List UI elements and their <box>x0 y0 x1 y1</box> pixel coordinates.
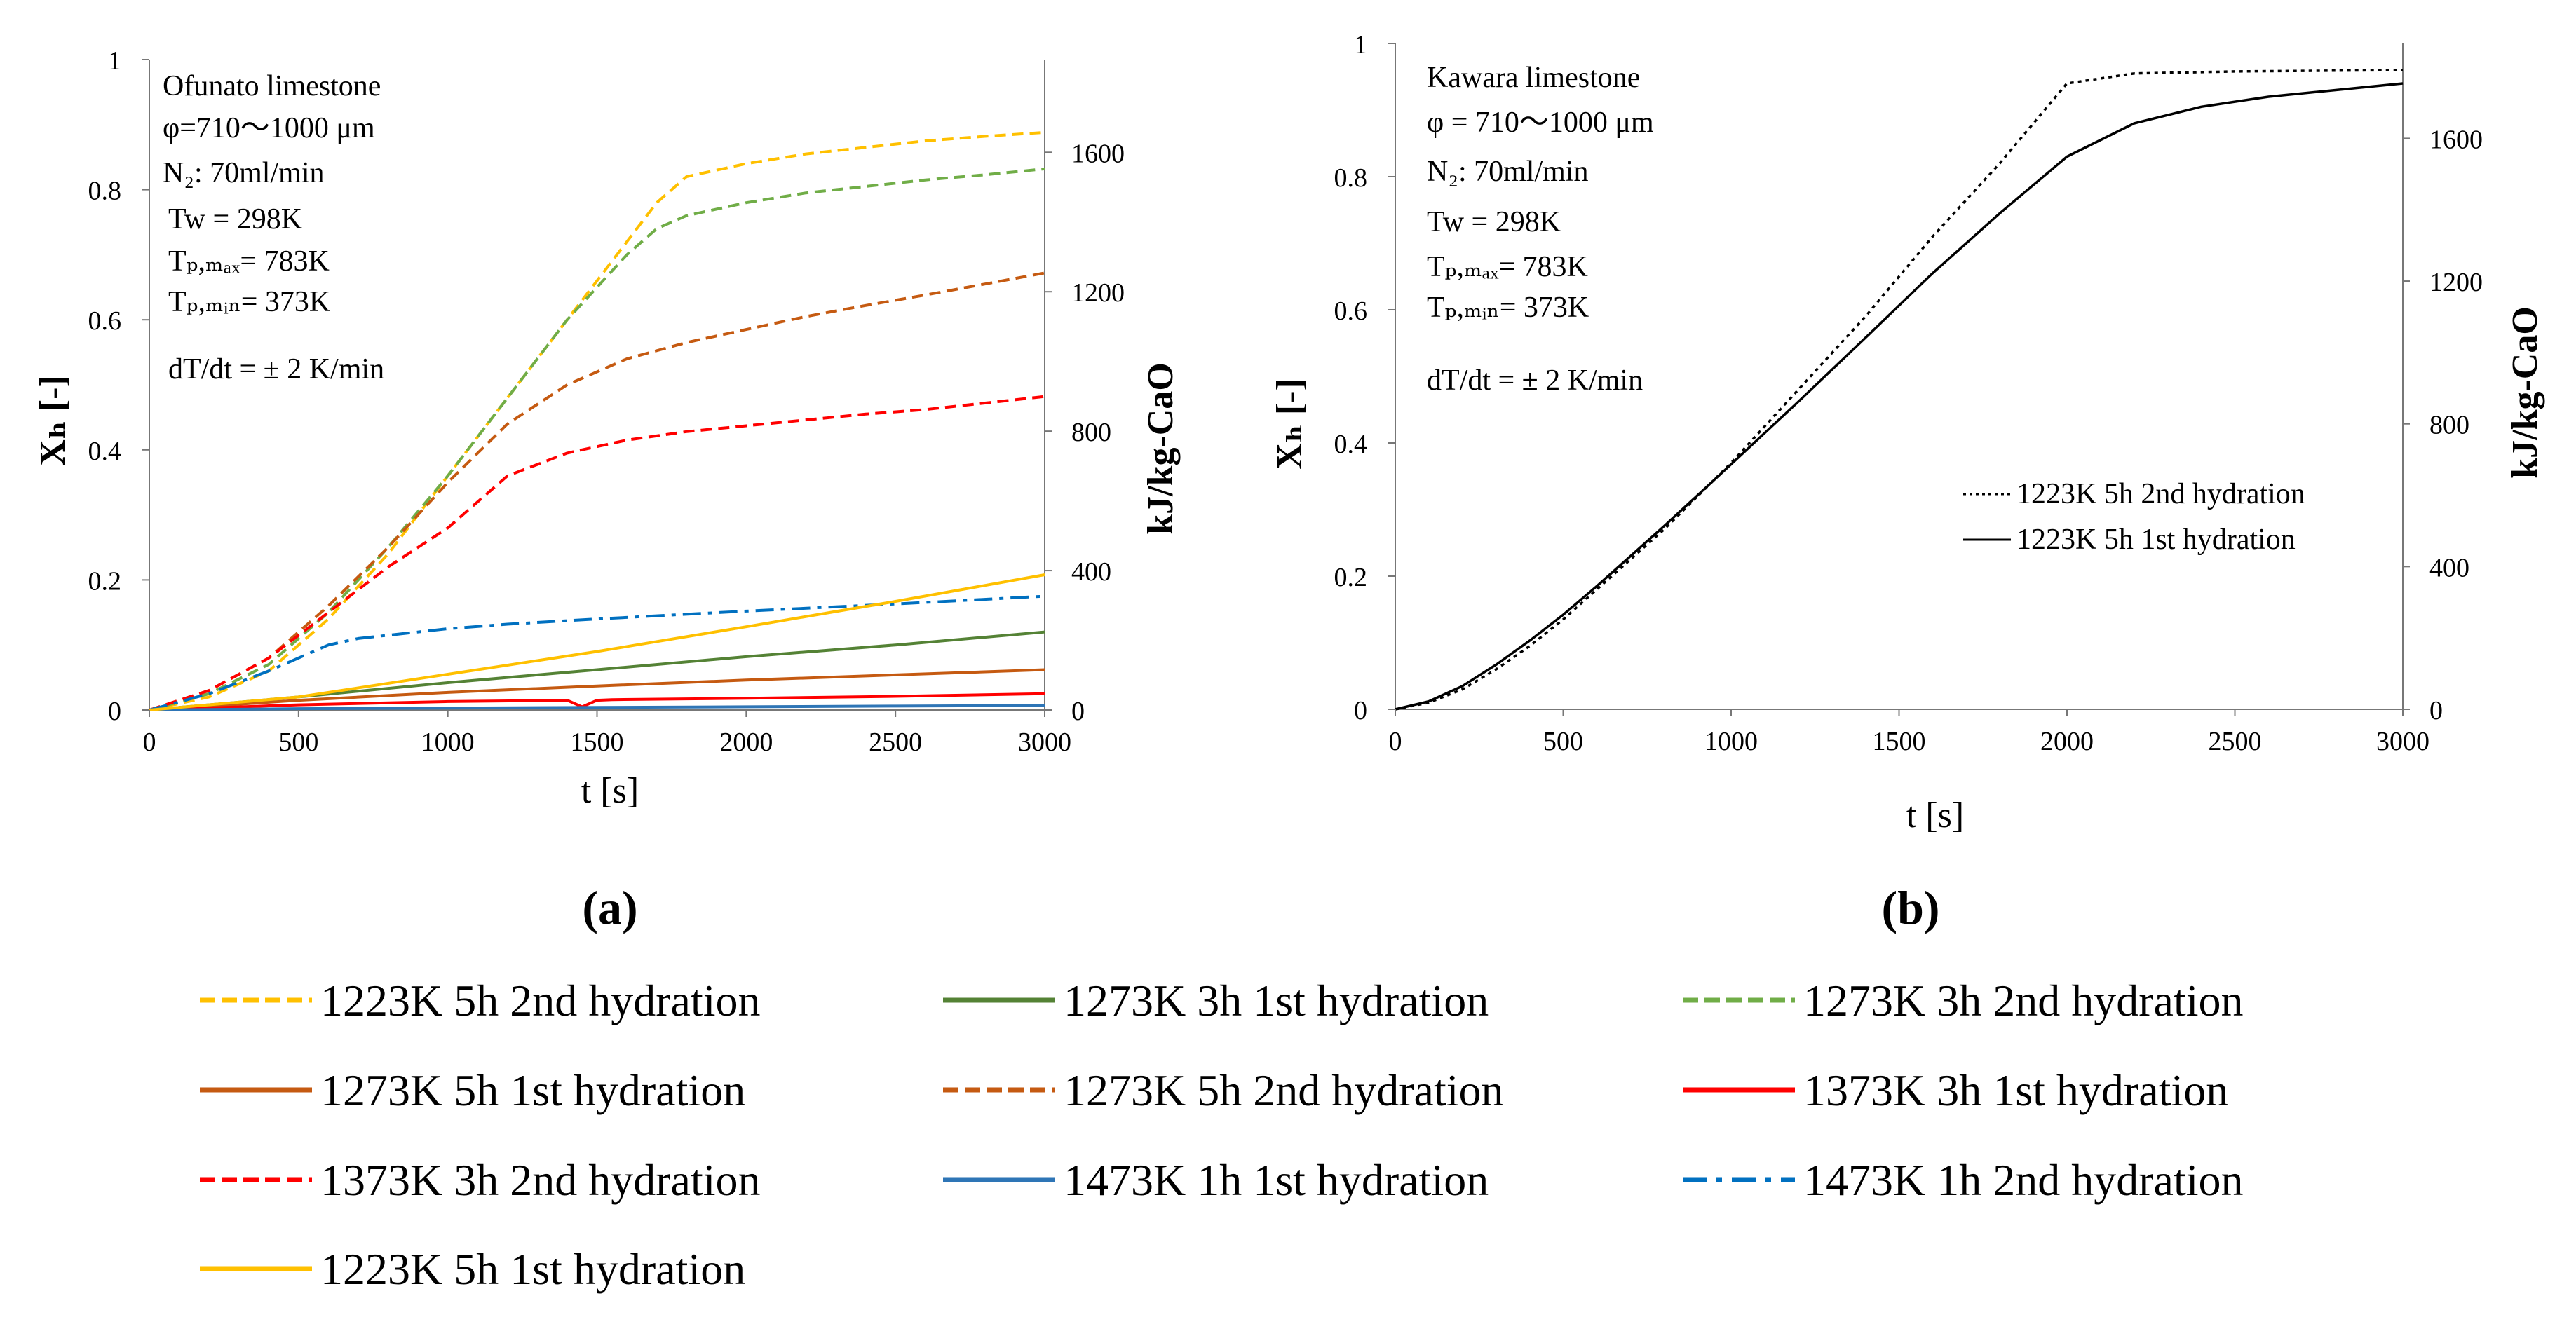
panel-a-y2-tick-label: 1600 <box>1071 139 1125 168</box>
panel-b-x-tick-label: 2500 <box>2209 727 2262 756</box>
panel-b-y-tick-label: 0.2 <box>1334 563 1368 592</box>
panel-b-legend: 1223K 5h 2nd hydration 1223K 5h 1st hydr… <box>1963 478 2305 556</box>
panel-b-info-n2: N₂: 70ml/min <box>1427 156 1589 188</box>
panel-b-y2-tick-label: 400 <box>2429 553 2469 582</box>
panel-a-info-phi: φ=710〜1000 μm <box>163 112 375 144</box>
panel-b-x-tick-label: 2000 <box>2040 727 2094 756</box>
panel-a-series-line <box>149 395 1045 711</box>
legend-label: 1273K 3h 1st hydration <box>1064 976 1489 1025</box>
panel-b-y-tick-label: 1 <box>1354 30 1367 60</box>
panel-a-info: Ofunato limestone φ=710〜1000 μm N₂: 70ml… <box>163 70 384 385</box>
panel-a-x-tick-label: 1500 <box>571 728 624 757</box>
panel-a-x-tick-label: 2500 <box>869 728 922 757</box>
panel-b-series-line <box>1395 82 2404 711</box>
panel-b-info: Kawara limestone φ = 710〜1000 μm N₂: 70m… <box>1427 62 1654 397</box>
panel-a-series-line <box>149 692 1045 711</box>
panel-a-x-tick-label: 2000 <box>719 728 773 757</box>
panel-b-y-tick-label: 0.8 <box>1334 163 1368 193</box>
panel-b-info-tw: Tw = 298K <box>1427 206 1561 238</box>
panel-b-y2-tick-label: 1200 <box>2429 268 2483 297</box>
panel-b-ticks: 0 500 1000 1500 2000 2500 300000.20.40.60.8104… <box>1334 30 2483 756</box>
panel-b-y-tick-label: 0 <box>1354 696 1367 725</box>
legend-label: 1223K 5h 1st hydration <box>320 1244 745 1294</box>
panel-b-x-tick-label: 500 <box>1543 727 1583 756</box>
panel-a-y2-tick-label: 400 <box>1071 557 1111 587</box>
panel-b-info-material: Kawara limestone <box>1427 62 1640 94</box>
panel-a-series-line <box>149 594 1045 711</box>
panel-a-x-tick-label: 500 <box>278 728 318 757</box>
legend-label: 1473K 1h 2nd hydration <box>1803 1155 2244 1205</box>
panel-b-label: (b) <box>1881 881 1939 934</box>
panel-a-x-tick-label: 3000 <box>1018 728 1071 757</box>
panel-a-y-tick-label: 0.2 <box>88 566 122 596</box>
panel-b-x-tick-label: 0 <box>1389 727 1402 756</box>
panel-a-series-line <box>149 167 1045 711</box>
panel-a-info-n2: N₂: 70ml/min <box>163 157 325 189</box>
legend-label: 1223K 5h 2nd hydration <box>320 976 761 1025</box>
panel-b-info-phi: φ = 710〜1000 μm <box>1427 107 1654 139</box>
panel-a-series-line <box>149 668 1045 711</box>
legend-label: 1273K 5h 2nd hydration <box>1064 1065 1504 1115</box>
legend-label: 1273K 5h 1st hydration <box>320 1065 745 1115</box>
panel-a-info-tpmin: Tₚ,ₘᵢₙ= 373K <box>168 286 330 318</box>
panel-b-x-tick-label: 3000 <box>2376 727 2429 756</box>
panel-a-series-line <box>149 130 1045 711</box>
panel-a-ticks: 0 500 1000 1500 2000 2500 300000.20.40.60.8104… <box>88 46 1125 757</box>
figure-legend: 1223K 5h 2nd hydration 1273K 3h 1st hydra… <box>200 976 2244 1294</box>
panel-a-series-line <box>149 704 1045 711</box>
panel-a-y-axis-label: Xₕ [-] <box>33 375 73 466</box>
panel-b-info-tpmin: Tₚ,ₘᵢₙ= 373K <box>1427 292 1589 324</box>
panel-a-y2-tick-label: 1200 <box>1071 278 1125 308</box>
panel-b-y-tick-label: 0.6 <box>1334 296 1368 326</box>
panel-b-y2-axis-label: kJ/kg-CaO <box>2505 306 2545 479</box>
panel-a-info-material: Ofunato limestone <box>163 70 381 102</box>
panel-a-y2-tick-label: 800 <box>1071 418 1111 447</box>
panel-b-y2-tick-label: 0 <box>2429 696 2443 725</box>
panel-a-chart: 0 500 1000 1500 2000 2500 300000.20.40.60.8104… <box>33 46 1181 934</box>
panel-a-y2-axis-label: kJ/kg-CaO <box>1141 362 1181 535</box>
panel-a-label: (a) <box>582 881 637 934</box>
legend-label: 1373K 3h 2nd hydration <box>320 1155 761 1205</box>
panel-a-y-tick-label: 1 <box>108 46 121 76</box>
panel-a-y-tick-label: 0.6 <box>88 306 122 336</box>
legend-label: 1373K 3h 1st hydration <box>1803 1065 2228 1115</box>
panel-a-y2-tick-label: 0 <box>1071 697 1085 726</box>
panel-b-x-axis-label: t [s] <box>1906 796 1964 835</box>
panel-a-series-line <box>149 573 1045 711</box>
panel-a-y-tick-label: 0.4 <box>88 437 122 466</box>
panel-b-x-tick-label: 1500 <box>1873 727 1926 756</box>
panel-a-x-axis-label: t [s] <box>581 771 639 811</box>
panel-b-info-tpmax: Tₚ,ₘₐₓ= 783K <box>1427 251 1588 283</box>
panel-b-series <box>1395 69 2404 711</box>
panel-b-y2-tick-label: 1600 <box>2429 125 2483 154</box>
legend-label: 1473K 1h 1st hydration <box>1064 1155 1489 1205</box>
panel-b-y-axis-label: Xₕ [-] <box>1270 378 1310 470</box>
panel-a-y-tick-label: 0 <box>108 697 121 726</box>
panel-a-y-tick-label: 0.8 <box>88 177 122 206</box>
panel-b-y-tick-label: 0.4 <box>1334 430 1368 459</box>
panel-a-info-dtdt: dT/dt = ± 2 K/min <box>168 353 384 385</box>
panel-b-chart: 0 500 1000 1500 2000 2500 300000.20.40.60.8104… <box>1270 30 2545 934</box>
legend-label: 1273K 3h 2nd hydration <box>1803 976 2244 1025</box>
panel-a-series <box>149 130 1045 711</box>
panel-b-legend-label-1st: 1223K 5h 1st hydration <box>2016 524 2296 556</box>
panel-a-series-line <box>149 271 1045 711</box>
panel-b-info-dtdt: dT/dt = ± 2 K/min <box>1427 364 1643 397</box>
panel-b-legend-label-2nd: 1223K 5h 2nd hydration <box>2016 478 2305 510</box>
panel-b-series-line <box>1395 69 2404 711</box>
panel-a-x-tick-label: 0 <box>143 728 156 757</box>
panel-b-x-tick-label: 1000 <box>1704 727 1758 756</box>
panel-a-x-tick-label: 1000 <box>421 728 475 757</box>
panel-a-info-tpmax: Tₚ,ₘₐₓ= 783K <box>168 245 330 278</box>
panel-a-info-tw: Tw = 298K <box>168 203 302 236</box>
panel-b-y2-tick-label: 800 <box>2429 411 2469 440</box>
